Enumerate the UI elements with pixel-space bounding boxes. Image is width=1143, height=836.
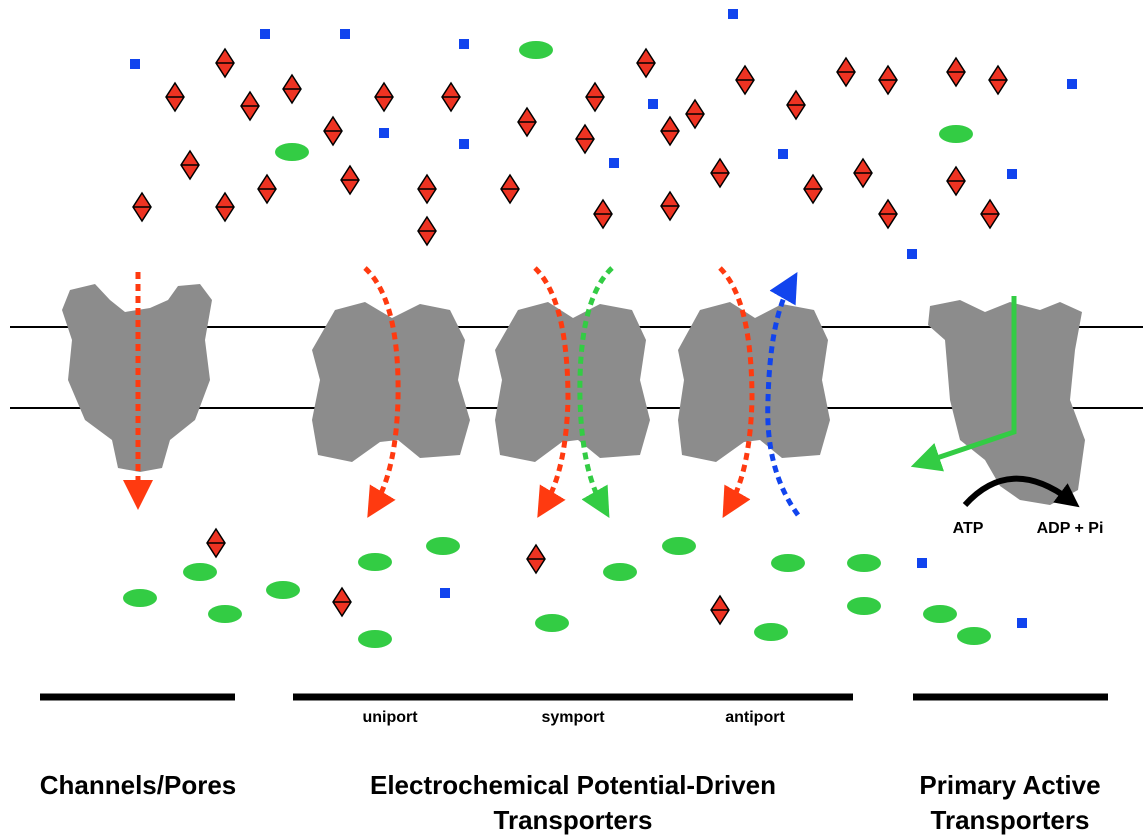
square-molecule xyxy=(907,249,917,259)
oval-molecule xyxy=(358,630,392,648)
square-molecule xyxy=(1067,79,1077,89)
diamond-molecule xyxy=(988,64,1008,96)
diamond-molecule xyxy=(836,56,856,88)
oval-molecule xyxy=(426,537,460,555)
diamond-molecule xyxy=(575,123,595,155)
oval-molecule xyxy=(923,605,957,623)
square-molecule xyxy=(459,139,469,149)
diamond-molecule xyxy=(660,115,680,147)
diamond-molecule xyxy=(215,191,235,223)
oval-molecule xyxy=(847,554,881,572)
square-molecule xyxy=(260,29,270,39)
diamond-molecule xyxy=(636,47,656,79)
diamond-molecule xyxy=(215,47,235,79)
hydrolysis-arrow xyxy=(962,475,1080,508)
category-label: Electrochemical Potential-Driven Transpo… xyxy=(369,770,777,835)
diamond-molecule xyxy=(946,165,966,197)
diamond-molecule xyxy=(685,98,705,130)
diamond-molecule xyxy=(803,173,823,205)
diamond-molecule xyxy=(332,586,352,618)
diamond-molecule xyxy=(165,81,185,113)
diamond-molecule xyxy=(980,198,1000,230)
diamond-molecule xyxy=(441,81,461,113)
oval-molecule xyxy=(847,597,881,615)
square-molecule xyxy=(648,99,658,109)
diamond-molecule xyxy=(340,164,360,196)
proteins xyxy=(62,284,1085,505)
molecules xyxy=(123,9,1077,648)
oval-molecule xyxy=(266,581,300,599)
square-molecule xyxy=(340,29,350,39)
oval-molecule xyxy=(123,589,157,607)
diamond-molecule xyxy=(374,81,394,113)
diamond-molecule xyxy=(417,215,437,247)
square-molecule xyxy=(1007,169,1017,179)
diamond-molecule xyxy=(593,198,613,230)
oval-molecule xyxy=(957,627,991,645)
diamond-molecule xyxy=(710,594,730,626)
square-molecule xyxy=(917,558,927,568)
oval-molecule xyxy=(183,563,217,581)
diamond-molecule xyxy=(585,81,605,113)
oval-molecule xyxy=(358,553,392,571)
square-molecule xyxy=(130,59,140,69)
oval-molecule xyxy=(535,614,569,632)
square-molecule xyxy=(440,588,450,598)
diamond-molecule xyxy=(323,115,343,147)
symport-label: symport xyxy=(541,709,605,726)
oval-molecule xyxy=(771,554,805,572)
square-molecule xyxy=(1017,618,1027,628)
diamond-molecule xyxy=(710,157,730,189)
oval-molecule xyxy=(754,623,788,641)
diamond-molecule xyxy=(517,106,537,138)
diamond-molecule xyxy=(853,157,873,189)
diamond-molecule xyxy=(946,56,966,88)
square-molecule xyxy=(728,9,738,19)
square-molecule xyxy=(778,149,788,159)
diamond-molecule xyxy=(240,90,260,122)
diamond-molecule xyxy=(206,527,226,559)
antiport-label: antiport xyxy=(725,709,785,726)
square-molecule xyxy=(379,128,389,138)
category-label: Channels/Pores xyxy=(39,770,237,800)
transport-arrows xyxy=(123,266,801,519)
oval-molecule xyxy=(519,41,553,59)
oval-molecule xyxy=(662,537,696,555)
uniport-label: uniport xyxy=(362,709,418,726)
diamond-molecule xyxy=(257,173,277,205)
diamond-molecule xyxy=(180,149,200,181)
diamond-molecule xyxy=(526,543,546,575)
adp-label: ADP + Pi xyxy=(1036,520,1104,537)
oval-molecule xyxy=(939,125,973,143)
diamond-molecule xyxy=(500,173,520,205)
diamond-molecule xyxy=(878,64,898,96)
square-molecule xyxy=(459,39,469,49)
diamond-molecule xyxy=(132,191,152,223)
diamond-molecule xyxy=(786,89,806,121)
diamond-molecule xyxy=(417,173,437,205)
atp-arrow xyxy=(910,296,1017,472)
diamond-molecule xyxy=(660,190,680,222)
diamond-molecule xyxy=(878,198,898,230)
diamond-molecule xyxy=(735,64,755,96)
oval-molecule xyxy=(603,563,637,581)
diamond-molecule xyxy=(282,73,302,105)
square-molecule xyxy=(609,158,619,168)
oval-molecule xyxy=(208,605,242,623)
category-label: Primary Active Transporters xyxy=(919,770,1101,835)
atp-label: ATP xyxy=(952,520,984,537)
oval-molecule xyxy=(275,143,309,161)
